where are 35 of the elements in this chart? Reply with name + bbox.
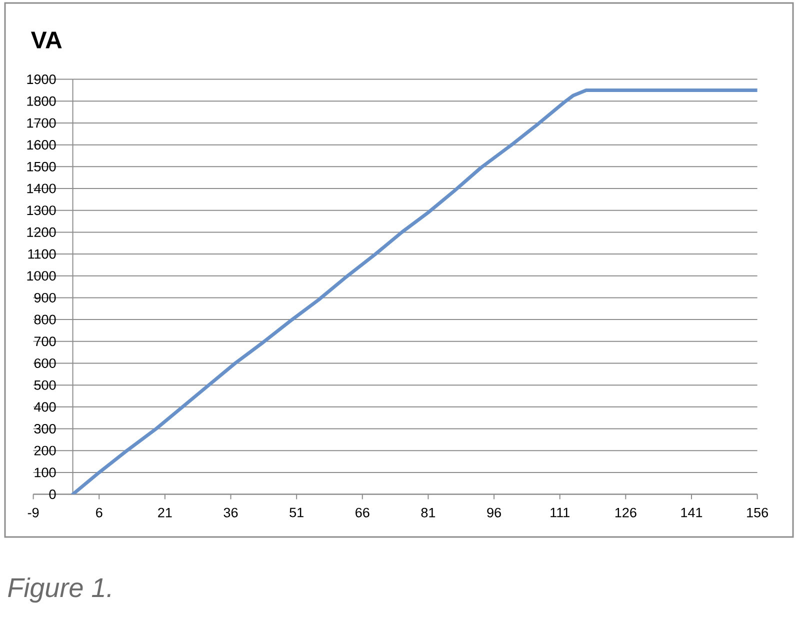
y-tick-label: 0 <box>49 490 56 500</box>
y-tick-label: 1900 <box>27 74 56 84</box>
x-tick-label: 81 <box>421 508 436 518</box>
x-tick-label: -9 <box>28 508 39 518</box>
y-tick-label: 100 <box>34 468 56 478</box>
line-series <box>71 88 758 494</box>
x-tick-label: 6 <box>96 508 102 518</box>
y-tick-label: 300 <box>34 424 56 434</box>
x-tick-label: 96 <box>487 508 501 518</box>
y-tick-label: 1600 <box>27 140 56 150</box>
x-tick-label: 126 <box>615 508 636 518</box>
y-tick-label: 400 <box>34 402 56 412</box>
y-tick-label: 500 <box>34 380 56 390</box>
x-tick-label: 111 <box>550 508 570 518</box>
caption: Figure 1. <box>8 577 110 603</box>
y-tick-label: 900 <box>34 292 56 302</box>
y-tick-label: 1300 <box>27 206 56 216</box>
x-tick-label: 36 <box>224 508 238 518</box>
y-tick-label: 800 <box>34 314 56 324</box>
x-tick-label: 141 <box>681 508 702 518</box>
x-tick-label: 51 <box>290 508 304 518</box>
y-tick-label: 200 <box>34 446 56 456</box>
y-tick-label: 1000 <box>27 271 56 281</box>
x-tick-label: 156 <box>747 508 768 518</box>
x-tick-label: 66 <box>356 508 370 518</box>
y-tick-label: 1200 <box>27 227 56 237</box>
y-tick-label: 700 <box>34 336 56 346</box>
x-tick-label: 21 <box>158 508 172 518</box>
y-axis-title: VA <box>30 32 62 48</box>
y-tick-label: 1700 <box>27 118 56 128</box>
y-tick-label: 600 <box>34 358 56 368</box>
y-tick-label: 1800 <box>27 96 56 106</box>
y-tick-label: 1100 <box>28 249 56 259</box>
y-tick-label: 1500 <box>27 162 56 172</box>
y-tick-label: 1400 <box>27 184 56 194</box>
